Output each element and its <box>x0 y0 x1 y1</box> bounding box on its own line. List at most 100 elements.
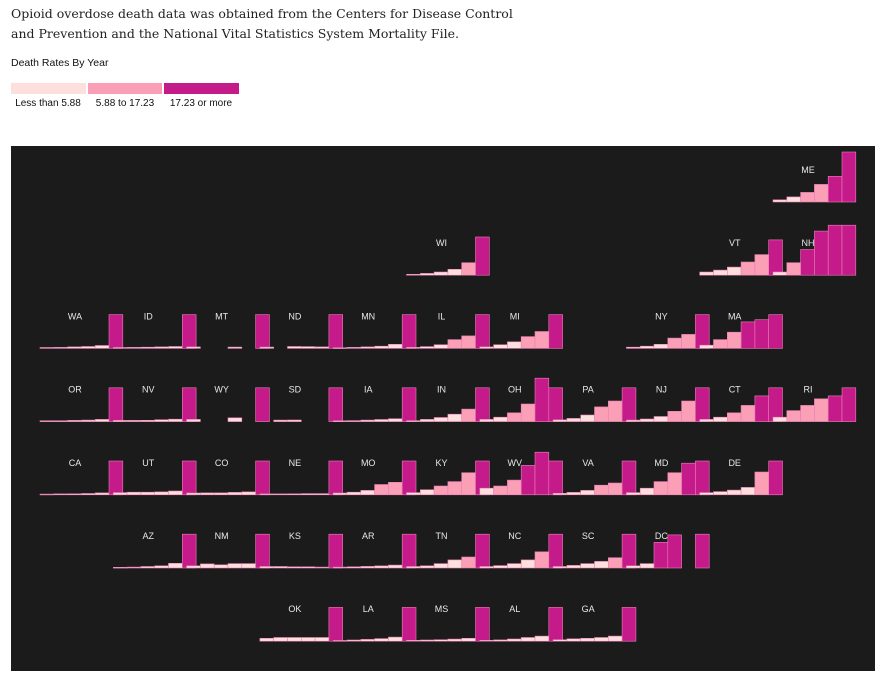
bar-mo-3 <box>360 490 375 496</box>
state-tile-ct: CT <box>699 385 783 422</box>
bar-ky-3 <box>433 485 449 496</box>
state-label-nc: NC <box>508 531 521 541</box>
bar-ia-5 <box>388 418 403 422</box>
bar-or-2 <box>53 420 68 422</box>
bar-sd-6 <box>328 387 343 422</box>
state-tile-ut: UT <box>113 458 197 496</box>
bar-nh-6 <box>841 224 857 276</box>
bar-mo-2 <box>346 491 362 496</box>
bar-sc-6 <box>621 533 637 569</box>
state-label-nv: NV <box>142 385 155 395</box>
state-label-ne: NE <box>289 458 302 468</box>
bar-sc-1 <box>552 566 568 569</box>
bar-id-1 <box>113 347 128 349</box>
state-tile-ia: IA <box>332 385 417 422</box>
bar-ct-2 <box>713 416 728 422</box>
bar-ut-1 <box>113 492 128 496</box>
bar-oh-6 <box>548 387 563 422</box>
state-label-ct: CT <box>729 385 741 395</box>
bar-ny-6 <box>695 314 710 349</box>
state-label-il: IL <box>438 311 446 321</box>
bar-nh-2 <box>786 262 801 276</box>
state-tile-ca: CA <box>39 458 124 496</box>
bar-tn-3 <box>433 563 449 569</box>
bar-de-5 <box>754 471 770 496</box>
state-label-co: CO <box>215 458 229 468</box>
bar-ks-4 <box>300 566 316 569</box>
bar-me-1 <box>772 199 788 203</box>
bar-mi-6 <box>548 314 563 349</box>
bar-nc-1 <box>479 566 494 569</box>
bar-ca-3 <box>67 493 82 496</box>
state-tile-nv: NV <box>113 385 197 422</box>
bar-mn-3 <box>360 346 375 349</box>
bar-mi-5 <box>534 331 550 349</box>
bar-me-3 <box>800 192 815 203</box>
state-tile-ma: MA <box>699 311 783 349</box>
bar-oh-2 <box>493 416 508 422</box>
bar-ia-6 <box>401 387 417 422</box>
bar-nh-4 <box>814 230 829 276</box>
state-tile-sc: SC <box>552 531 637 569</box>
bar-nc-3 <box>507 563 522 569</box>
bar-wa-4 <box>81 346 96 349</box>
bar-nj-2 <box>639 418 655 422</box>
bar-ky-5 <box>461 472 476 496</box>
bar-nj-3 <box>653 416 669 422</box>
bar-wv-4 <box>520 465 536 496</box>
state-tile-nc: NC <box>479 531 563 569</box>
bar-de-4 <box>740 487 756 496</box>
bar-nh-5 <box>827 224 843 276</box>
bar-co-3 <box>213 492 229 496</box>
bar-mt-6 <box>255 314 270 349</box>
bar-ks-1 <box>259 566 274 569</box>
bar-wi-2 <box>419 273 435 276</box>
bar-il-4 <box>447 339 462 349</box>
bar-id-6 <box>182 314 197 349</box>
state-tile-or: OR <box>39 385 124 422</box>
bar-me-4 <box>814 184 829 203</box>
bar-me-2 <box>786 196 801 203</box>
bar-ar-1 <box>332 566 348 569</box>
bar-nh-1 <box>772 271 788 276</box>
bar-ny-4 <box>667 337 682 349</box>
state-tile-md: MD <box>626 458 710 496</box>
bar-la-5 <box>388 636 403 642</box>
state-tile-wv: WV <box>479 451 563 496</box>
bar-pa-5 <box>607 400 623 422</box>
bar-ca-6 <box>108 460 124 496</box>
bar-ut-4 <box>154 491 169 496</box>
bar-va-2 <box>566 492 582 496</box>
state-label-sc: SC <box>582 531 595 541</box>
state-tile-ky: KY <box>406 458 490 496</box>
state-tile-mo: MO <box>332 458 417 496</box>
state-label-me: ME <box>801 165 815 175</box>
bar-ms-3 <box>433 639 449 642</box>
bar-id-4 <box>154 346 169 349</box>
state-label-ar: AR <box>362 531 375 541</box>
bar-ny-5 <box>681 334 696 349</box>
bar-oh-4 <box>520 403 536 422</box>
bar-az-3 <box>140 566 155 569</box>
bar-al-6 <box>548 607 563 642</box>
bar-md-4 <box>667 472 682 496</box>
bar-wa-1 <box>39 347 55 349</box>
state-tile-ga: GA <box>552 604 637 642</box>
bar-or-1 <box>39 420 55 422</box>
bar-in-4 <box>447 413 462 422</box>
bar-md-5 <box>681 462 696 496</box>
bar-ma-5 <box>754 319 770 349</box>
bar-ne-2 <box>273 493 288 496</box>
bar-wi-3 <box>433 271 449 276</box>
legend-label-low: Less than 5.88 <box>15 98 81 109</box>
bar-md-3 <box>653 481 669 496</box>
state-tile-ne: NE <box>259 458 343 496</box>
bar-ri-4 <box>814 398 829 422</box>
state-tile-ny: NY <box>626 311 710 349</box>
bar-ma-6 <box>768 314 783 349</box>
bar-ny-3 <box>653 344 669 349</box>
bar-sc-5 <box>607 557 623 569</box>
bar-nm-2 <box>200 563 215 569</box>
bar-al-4 <box>520 637 536 642</box>
bar-az-4 <box>154 565 169 569</box>
